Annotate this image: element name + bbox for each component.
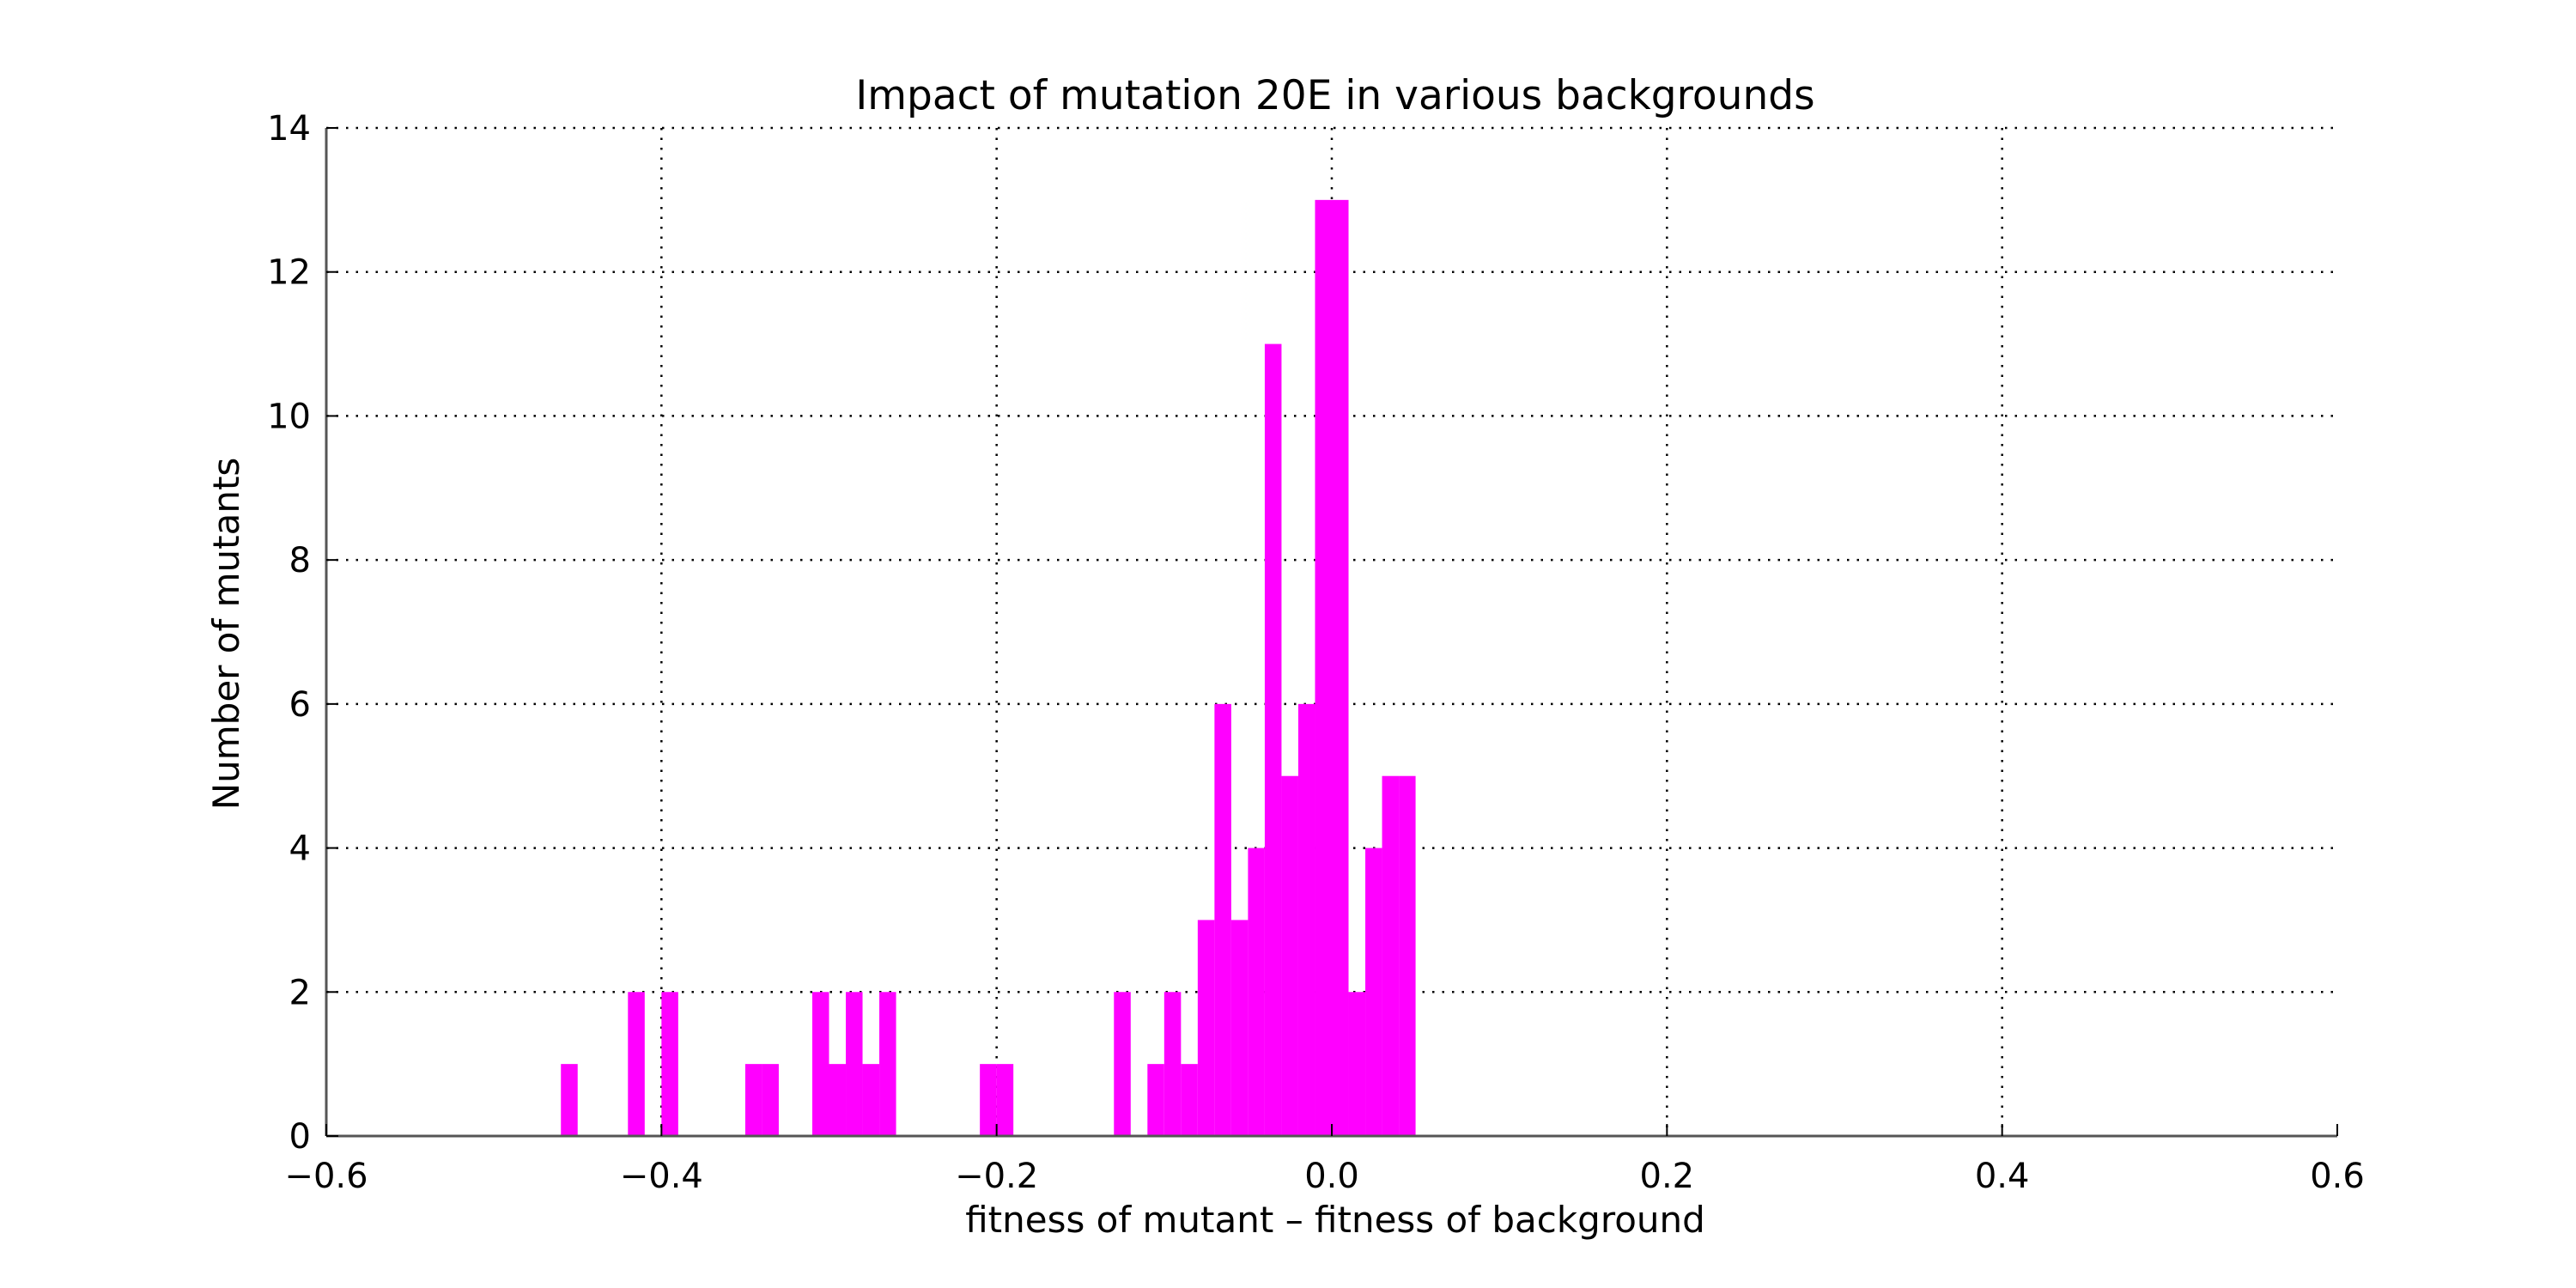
- x-tick-label: −0.6: [284, 1157, 368, 1196]
- x-axis-label: fitness of mutant – fitness of backgroun…: [965, 1199, 1705, 1241]
- y-tick-label: 2: [289, 973, 311, 1012]
- histogram-bar: [1348, 992, 1366, 1136]
- histogram-bar: [1214, 703, 1231, 1136]
- histogram-bar: [829, 1064, 847, 1136]
- histogram-bar: [1365, 848, 1382, 1136]
- y-tick-label: 8: [289, 541, 311, 580]
- histogram-bar: [1281, 775, 1298, 1136]
- tick-labels: −0.6 −0.4 −0.2 0.0 0.2 0.4 0.6 0 2 4 6 8 10 12 14: [267, 109, 2365, 1196]
- histogram-bar: [1147, 1064, 1164, 1136]
- y-tick-label: 10: [267, 397, 311, 436]
- histogram-bar: [1230, 920, 1249, 1136]
- histogram-bar: [811, 992, 829, 1136]
- histogram-bar: [846, 992, 863, 1136]
- histogram-bar: [1297, 703, 1315, 1136]
- histogram-bar: [1197, 920, 1215, 1136]
- y-tick-label: 6: [289, 685, 311, 725]
- y-tick-label: 4: [289, 829, 311, 869]
- histogram-bar: [1399, 775, 1416, 1136]
- histogram-bar: [996, 1064, 1014, 1136]
- histogram-bar: [1163, 992, 1182, 1136]
- histogram-bars: [561, 199, 1416, 1137]
- y-tick-label: 0: [289, 1117, 311, 1157]
- x-tick-label: 0.4: [1975, 1157, 2030, 1196]
- histogram-bar: [661, 992, 678, 1136]
- histogram-bar: [1315, 199, 1332, 1136]
- histogram-bar: [1264, 343, 1282, 1137]
- histogram-bar: [1382, 775, 1400, 1136]
- y-tick-label: 14: [267, 109, 311, 149]
- histogram-bar: [561, 1064, 578, 1136]
- histogram-bar: [1332, 199, 1349, 1136]
- histogram-bar: [1248, 848, 1265, 1136]
- histogram-bar: [744, 1064, 762, 1136]
- y-tick-label: 12: [267, 253, 311, 293]
- histogram-bar: [762, 1064, 779, 1136]
- x-tick-label: 0.2: [1640, 1157, 1695, 1196]
- chart-title: Impact of mutation 20E in various backgr…: [855, 72, 1814, 119]
- histogram-bar: [1181, 1064, 1198, 1136]
- histogram-bar: [980, 1064, 997, 1136]
- x-tick-label: 0.0: [1304, 1157, 1359, 1196]
- histogram-bar: [862, 1064, 880, 1136]
- x-tick-label: −0.2: [955, 1157, 1038, 1196]
- y-axis-label: Number of mutants: [205, 458, 247, 811]
- histogram-bar: [1114, 992, 1131, 1136]
- histogram-bar: [628, 992, 645, 1136]
- x-tick-label: 0.6: [2310, 1157, 2365, 1196]
- axes: [325, 127, 2338, 1138]
- histogram-bar: [879, 992, 896, 1136]
- x-tick-label: −0.4: [620, 1157, 703, 1196]
